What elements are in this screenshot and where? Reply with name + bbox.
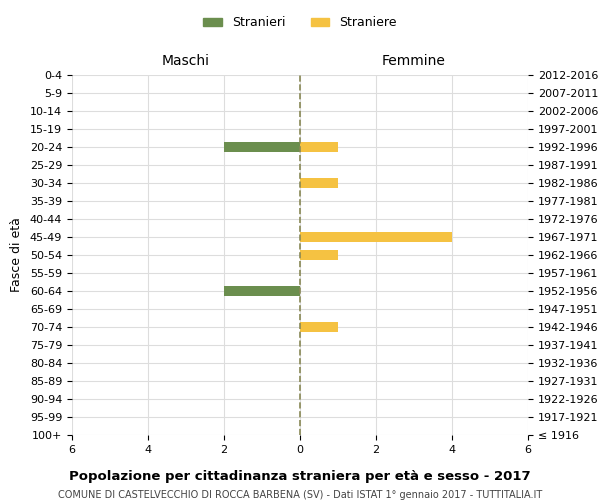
Text: COMUNE DI CASTELVECCHIO DI ROCCA BARBENA (SV) - Dati ISTAT 1° gennaio 2017 - TUT: COMUNE DI CASTELVECCHIO DI ROCCA BARBENA… <box>58 490 542 500</box>
Text: Femmine: Femmine <box>382 54 446 68</box>
Bar <box>300 322 338 332</box>
Text: Popolazione per cittadinanza straniera per età e sesso - 2017: Popolazione per cittadinanza straniera p… <box>69 470 531 483</box>
Y-axis label: Fasce di età: Fasce di età <box>10 218 23 292</box>
Bar <box>300 178 338 188</box>
Bar <box>300 232 452 242</box>
Legend: Stranieri, Straniere: Stranieri, Straniere <box>198 11 402 34</box>
Bar <box>224 142 300 152</box>
Text: Maschi: Maschi <box>162 54 210 68</box>
Bar <box>224 286 300 296</box>
Bar <box>300 250 338 260</box>
Bar <box>300 142 338 152</box>
